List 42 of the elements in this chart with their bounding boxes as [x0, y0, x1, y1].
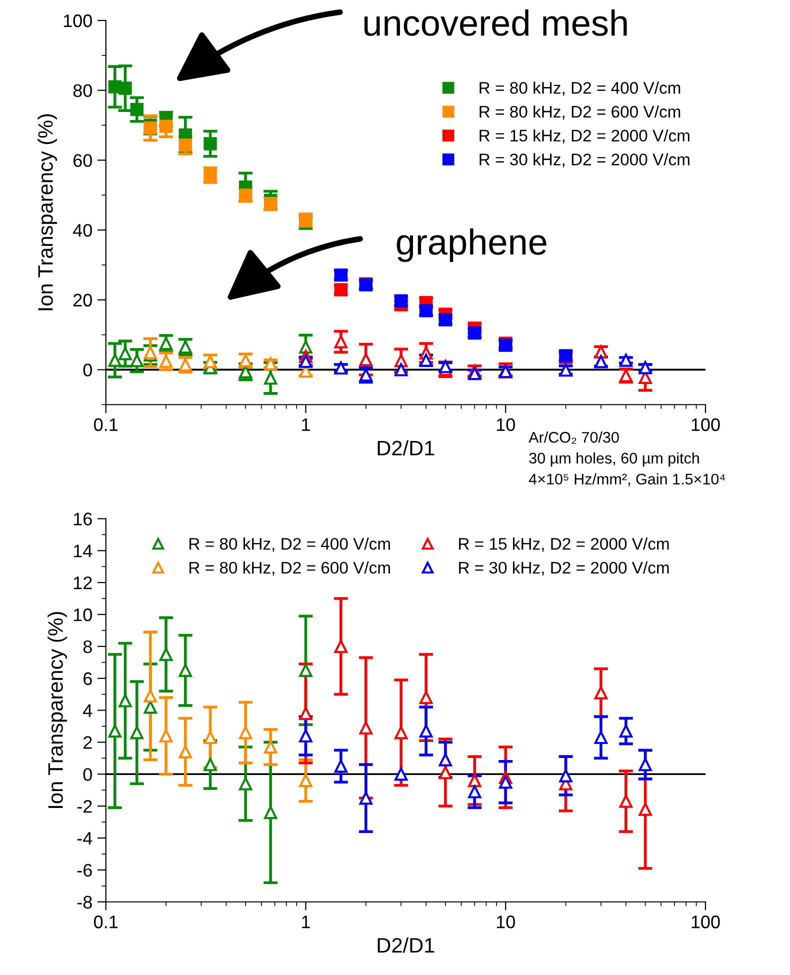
y-tick-label: 2 [84, 736, 92, 749]
x-axis-title: D2/D1 [378, 937, 434, 953]
y-tick-label: 20 [73, 294, 92, 307]
legend-label: R = 80 kHz, D2 = 600 V/cm [480, 105, 680, 120]
legend-label: R = 80 kHz, D2 = 600 V/cm [190, 561, 390, 576]
y-tick-label: 40 [73, 224, 92, 237]
y-tick-label: 14 [74, 544, 92, 558]
x-tick-label: 10 [496, 418, 515, 432]
x-tick-label: 10 [496, 916, 515, 928]
annotation: uncovered mesh [364, 9, 627, 36]
y-tick-label: 12 [74, 576, 92, 590]
y-tick-label: 8 [83, 640, 92, 654]
y-axis-title: Ion Transparency (%) [38, 114, 57, 310]
y-tick-label: 10 [74, 608, 92, 622]
y-tick-label: 100 [64, 14, 92, 28]
legend-label: R = 80 kHz, D2 = 400 V/cm [190, 538, 390, 552]
legend-label: R = 80 kHz, D2 = 400 V/cm [480, 82, 680, 96]
y-tick-label: 80 [73, 84, 92, 98]
x-tick-label: 100 [692, 916, 720, 928]
legend-label: R = 30 kHz, D2 = 2000 V/cm [480, 153, 690, 168]
x-tick-label: 100 [692, 418, 720, 432]
y-tick-label: 4 [83, 704, 92, 717]
x-tick-label: 0.1 [94, 916, 118, 928]
y-tick-label: 0 [83, 768, 92, 781]
y-axis-title: Ion Transparency (%) [48, 612, 68, 808]
y-tick-label: -6 [77, 864, 92, 877]
y-tick-label: -2 [77, 800, 92, 813]
x-tick-label: 1 [302, 418, 310, 431]
text: Ar/CO₂ 70/30 30 µm holes, 60 µm pitch 4×10⁵ Hz/mm², Gain 1.5×10⁴ [528, 432, 725, 486]
x-axis-title: D2/D1 [378, 440, 434, 456]
x-tick-label: 0.1 [94, 418, 118, 432]
annotation: graphene [396, 228, 546, 262]
legend-label: R = 15 kHz, D2 = 2000 V/cm [459, 538, 669, 552]
y-tick-label: 60 [74, 154, 92, 167]
y-tick-label: 6 [84, 672, 92, 686]
legend-label: R = 30 kHz, D2 = 2000 V/cm [459, 561, 669, 576]
y-tick-label: 16 [74, 512, 92, 526]
y-tick-label: 0 [83, 364, 92, 376]
legend-label: R = 15 kHz, D2 = 2000 V/cm [480, 129, 690, 144]
x-tick-label: 1 [302, 916, 310, 928]
y-tick-label: -4 [77, 832, 92, 845]
y-tick-label: -8 [77, 896, 92, 909]
